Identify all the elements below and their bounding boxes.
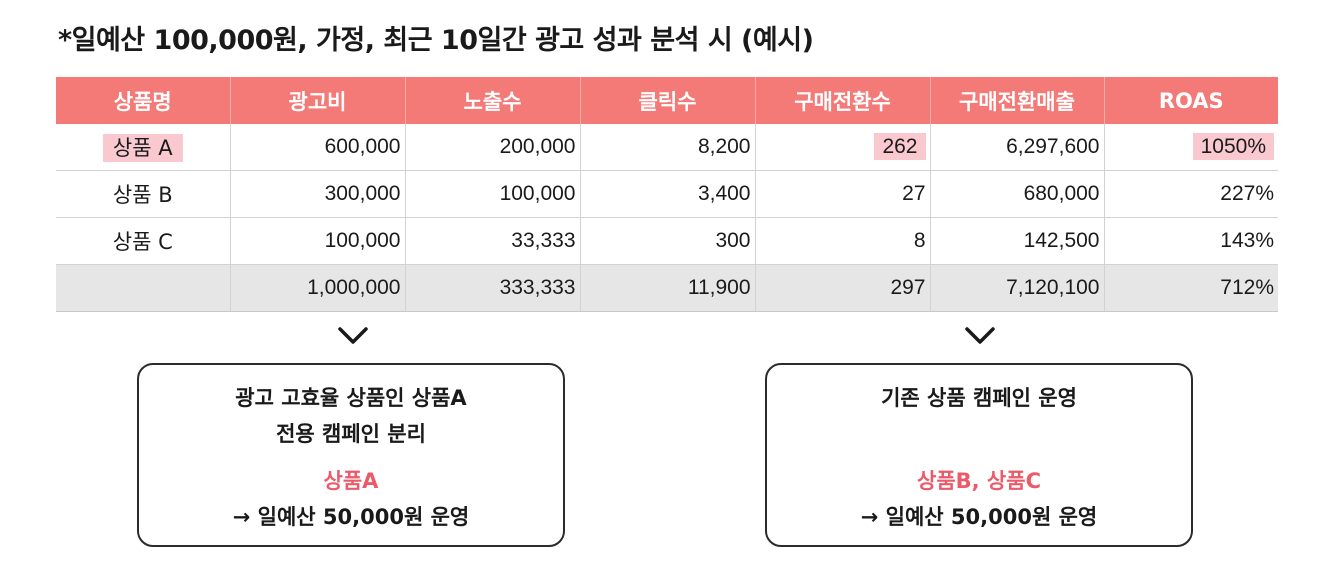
box-description-line-1: 기존 상품 캠페인 운영	[881, 386, 1077, 410]
conversion-revenue-cell: 680,000	[930, 170, 1105, 218]
header-roas: ROAS	[1104, 77, 1278, 124]
product-a-highlight: 상품 A	[102, 134, 183, 162]
box-budget-label: → 일예산 50,000원 운영	[860, 505, 1098, 529]
clicks-cell: 8,200	[580, 124, 756, 171]
roas-cell: 143%	[1104, 217, 1278, 265]
conversion-revenue-cell: 6,297,600	[930, 124, 1105, 171]
roas-highlight: 1050%	[1192, 133, 1274, 160]
conversions-cell: 27	[755, 170, 931, 218]
conversions-cell: 8	[755, 217, 931, 265]
table-row: 상품 A 600,000 200,000 8,200 262 6,297,600…	[56, 124, 1278, 171]
header-ad-cost: 광고비	[230, 77, 406, 124]
total-conversion-revenue-cell: 7,120,100	[930, 264, 1105, 312]
ad-performance-table: 상품명 광고비 노출수 클릭수 구매전환수 구매전환매출 ROAS 상품 A 6…	[56, 77, 1278, 312]
ad-cost-cell: 300,000	[230, 170, 406, 218]
conversions-cell: 262	[755, 124, 931, 171]
impressions-cell: 200,000	[405, 124, 581, 171]
header-conversion-revenue: 구매전환매출	[930, 77, 1105, 124]
strategy-box-products-b-c: 기존 상품 캠페인 운영 상품B, 상품C → 일예산 50,000원 운영	[765, 363, 1193, 547]
box-description-line-1: 광고 고효율 상품인 상품A	[235, 386, 467, 410]
total-roas-cell: 712%	[1104, 264, 1278, 312]
ad-cost-cell: 600,000	[230, 124, 406, 171]
product-name-cell: 상품 A	[56, 124, 231, 171]
conversions-highlight: 262	[874, 133, 926, 160]
box-budget-label: → 일예산 50,000원 운영	[232, 505, 470, 529]
clicks-cell: 300	[580, 217, 756, 265]
box-product-label: 상품B, 상품C	[917, 469, 1041, 493]
roas-cell: 227%	[1104, 170, 1278, 218]
table-row: 상품 C 100,000 33,333 300 8 142,500 143%	[56, 217, 1278, 265]
header-impressions: 노출수	[405, 77, 581, 124]
chevron-down-icon	[338, 327, 368, 344]
roas-cell: 1050%	[1104, 124, 1278, 171]
box-description-line-2: 전용 캠페인 분리	[276, 422, 426, 446]
total-clicks-cell: 11,900	[580, 264, 756, 312]
product-name-cell: 상품 B	[56, 170, 231, 218]
strategy-box-product-a: 광고 고효율 상품인 상품A 전용 캠페인 분리 상품A → 일예산 50,00…	[137, 363, 565, 547]
impressions-cell: 33,333	[405, 217, 581, 265]
page-title: *일예산 100,000원, 가정, 최근 10일간 광고 성과 분석 시 (예…	[58, 25, 814, 56]
total-conversions-cell: 297	[755, 264, 931, 312]
total-impressions-cell: 333,333	[405, 264, 581, 312]
table-header-row: 상품명 광고비 노출수 클릭수 구매전환수 구매전환매출 ROAS	[56, 77, 1278, 124]
header-product-name: 상품명	[56, 77, 231, 124]
table-row: 상품 B 300,000 100,000 3,400 27 680,000 22…	[56, 170, 1278, 218]
table-total-row: 1,000,000 333,333 11,900 297 7,120,100 7…	[56, 264, 1278, 312]
total-ad-cost-cell: 1,000,000	[230, 264, 406, 312]
chevron-down-icon	[965, 327, 995, 344]
box-product-label: 상품A	[323, 469, 379, 493]
clicks-cell: 3,400	[580, 170, 756, 218]
header-conversions: 구매전환수	[755, 77, 931, 124]
product-name-cell: 상품 C	[56, 217, 231, 265]
conversion-revenue-cell: 142,500	[930, 217, 1105, 265]
total-label-cell	[56, 264, 231, 312]
header-clicks: 클릭수	[580, 77, 756, 124]
impressions-cell: 100,000	[405, 170, 581, 218]
ad-cost-cell: 100,000	[230, 217, 406, 265]
